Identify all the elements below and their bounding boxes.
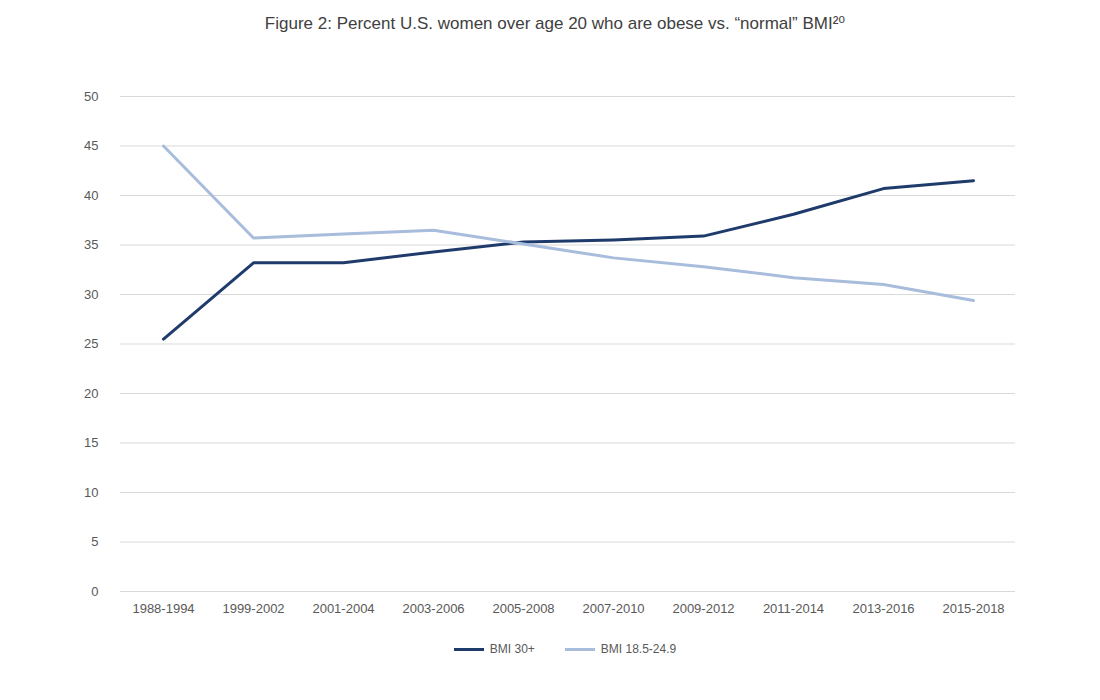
svg-text:20: 20: [84, 386, 98, 401]
svg-text:2011-2014: 2011-2014: [763, 601, 824, 616]
svg-text:40: 40: [84, 188, 98, 203]
svg-text:15: 15: [84, 435, 98, 450]
svg-text:2003-2006: 2003-2006: [402, 601, 464, 616]
svg-text:2005-2008: 2005-2008: [492, 601, 554, 616]
svg-text:30: 30: [84, 287, 98, 302]
svg-text:2015-2018: 2015-2018: [942, 601, 1004, 616]
svg-text:1999-2002: 1999-2002: [222, 601, 284, 616]
svg-text:2009-2012: 2009-2012: [672, 601, 734, 616]
svg-text:25: 25: [84, 336, 98, 351]
svg-text:2001-2004: 2001-2004: [312, 601, 374, 616]
html-text:BMI 18.5-24.9: BMI 18.5-24.9: [600, 642, 677, 656]
html-text:BMI 30+: BMI 30+: [489, 642, 535, 656]
svg-text:0: 0: [91, 584, 98, 599]
svg-text:2013-2016: 2013-2016: [852, 601, 914, 616]
html-text:Figure 2: Percent U.S. women o: Figure 2: Percent U.S. women over age 20…: [264, 14, 846, 33]
svg-text:5: 5: [91, 534, 98, 549]
svg-text:2007-2010: 2007-2010: [582, 601, 644, 616]
svg-text:50: 50: [84, 89, 98, 104]
svg-text:10: 10: [84, 485, 98, 500]
svg-text:1988-1994: 1988-1994: [132, 601, 194, 616]
svg-text:45: 45: [84, 138, 98, 153]
svg-text:35: 35: [84, 237, 98, 252]
